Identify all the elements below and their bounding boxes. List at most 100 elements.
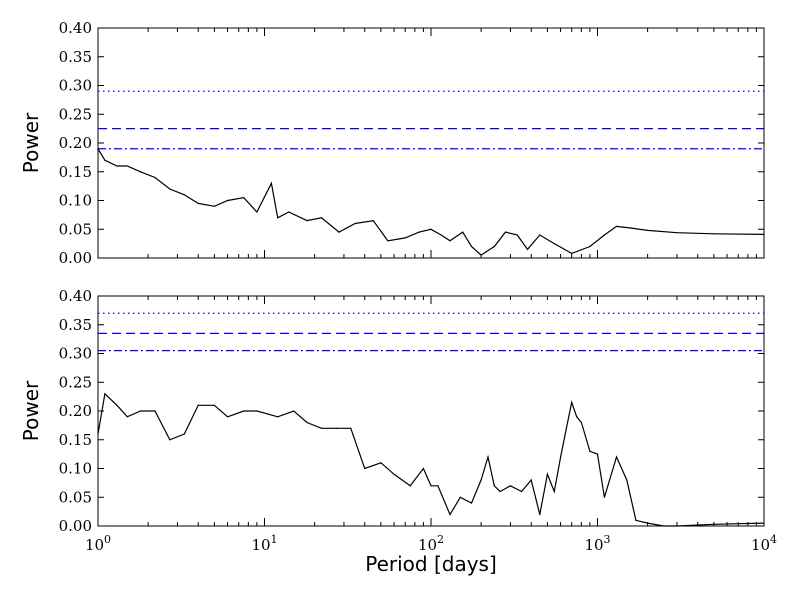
data-point — [596, 453, 599, 455]
data-point — [169, 439, 171, 441]
data-point — [647, 229, 649, 231]
data-point — [380, 462, 382, 464]
y-tick-label: 0.30 — [59, 345, 92, 363]
data-point — [97, 433, 99, 435]
data-point — [615, 225, 618, 227]
data-point — [553, 490, 555, 493]
x-axis-label: Period [days] — [365, 552, 497, 576]
data-point — [104, 159, 106, 161]
data-point — [154, 176, 156, 179]
data-point — [440, 234, 442, 236]
data-point — [104, 393, 106, 395]
x-tick-base: 10 — [751, 536, 770, 554]
data-point — [576, 416, 578, 418]
data-point — [470, 502, 473, 504]
data-point — [565, 427, 567, 429]
data-point — [404, 237, 406, 239]
data-point — [213, 205, 215, 207]
data-point — [320, 427, 323, 429]
data-point — [615, 456, 618, 458]
y-tick-label: 0.35 — [59, 48, 92, 66]
data-point — [763, 233, 765, 236]
y-tick-label: 0.15 — [59, 163, 92, 181]
data-point — [553, 243, 555, 245]
top-panel-frame — [97, 27, 765, 259]
data-point — [183, 433, 185, 435]
data-point — [364, 467, 366, 470]
data-point — [126, 165, 128, 167]
data-point — [504, 231, 507, 233]
data-point — [546, 473, 548, 475]
data-point — [116, 404, 118, 406]
data-point — [676, 232, 678, 234]
y-tick-label: 0.00 — [59, 517, 92, 535]
data-point — [139, 171, 142, 173]
data-point — [487, 456, 489, 458]
data-point — [589, 450, 591, 452]
data-point — [713, 233, 715, 235]
y-tick-label: 0.05 — [59, 488, 92, 506]
y-tick-label: 0.25 — [59, 105, 92, 123]
data-point — [256, 410, 258, 412]
data-point — [663, 525, 665, 527]
data-point — [197, 404, 199, 406]
data-point — [459, 496, 461, 498]
top-panel-ylabel: Power — [19, 112, 43, 173]
data-point — [763, 522, 765, 524]
y-tick-label: 0.15 — [59, 431, 92, 449]
data-point — [580, 421, 582, 424]
data-point — [154, 410, 156, 412]
data-point — [509, 485, 512, 487]
data-point — [449, 240, 451, 242]
x-tick-base: 10 — [418, 536, 437, 554]
data-point — [493, 485, 495, 487]
bottom-panel: Power Period [days] 0.00 0.05 0.10 0.15 0.20… — [19, 287, 777, 576]
data-point — [493, 245, 495, 248]
data-point — [539, 234, 541, 236]
data-point — [626, 479, 628, 481]
x-tick-label: 101 — [251, 533, 277, 554]
y-tick-label: 0.25 — [59, 373, 92, 391]
data-point — [571, 401, 573, 403]
data-point — [526, 248, 529, 250]
data-point — [571, 252, 573, 254]
x-tick-exponent: 1 — [271, 533, 278, 546]
bottom-panel-ylabel: Power — [19, 380, 43, 441]
y-tick-label: 0.10 — [59, 460, 92, 478]
data-point — [197, 202, 199, 204]
data-point — [256, 211, 258, 213]
y-tick-label: 0.10 — [59, 192, 92, 210]
x-tick-label: 102 — [418, 533, 444, 554]
data-point — [603, 234, 605, 236]
data-point — [226, 416, 229, 418]
data-point — [320, 217, 323, 219]
data-point — [430, 228, 432, 230]
y-tick-label: 0.05 — [59, 220, 92, 238]
data-point — [116, 165, 118, 167]
data-point — [97, 148, 99, 150]
x-tick-exponent: 4 — [770, 533, 777, 546]
data-point — [449, 513, 451, 516]
data-point — [418, 231, 420, 233]
data-point — [270, 182, 272, 184]
power-series-line — [97, 148, 765, 256]
x-tick-label: 104 — [751, 533, 777, 554]
data-point — [387, 240, 389, 242]
data-point — [516, 234, 518, 236]
data-point — [169, 188, 171, 190]
data-point — [393, 473, 395, 475]
data-point — [243, 197, 245, 199]
data-point — [354, 222, 356, 225]
data-point — [470, 245, 473, 248]
data-point — [213, 404, 215, 406]
data-point — [306, 421, 308, 424]
y-tick-label: 0.20 — [59, 134, 92, 152]
data-point — [520, 490, 523, 493]
data-point — [462, 231, 464, 233]
data-point — [338, 231, 340, 233]
power-series-line — [97, 392, 765, 527]
data-point — [139, 410, 142, 412]
data-point — [288, 211, 290, 213]
data-point — [183, 194, 185, 196]
